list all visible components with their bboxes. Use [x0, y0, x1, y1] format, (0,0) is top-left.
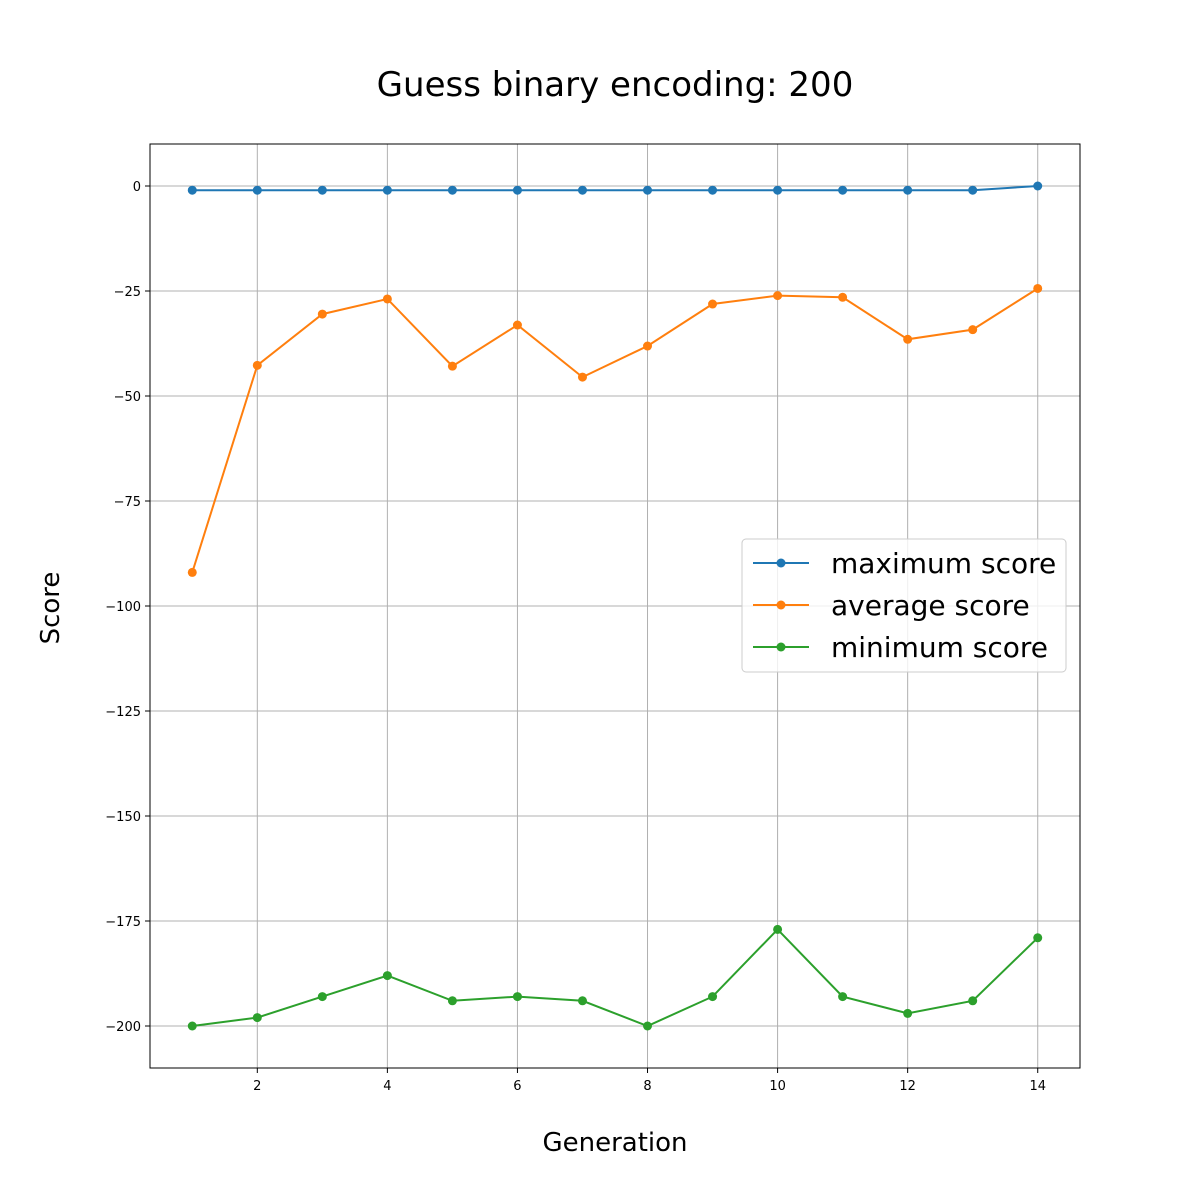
y-tick-label: −150	[105, 810, 141, 825]
y-tick-label: −25	[114, 285, 141, 300]
data-point	[903, 1008, 913, 1018]
series-line	[191, 287, 1039, 573]
data-point	[773, 185, 783, 195]
data-point	[317, 309, 327, 319]
series-average-score	[187, 283, 1043, 577]
data-point	[1033, 933, 1043, 943]
y-tick-label: −100	[105, 600, 141, 615]
data-point	[968, 325, 978, 335]
x-tick-label: 6	[513, 1079, 521, 1094]
x-axis-ticks: 2 4 6 8 10 12 14	[253, 1068, 1046, 1094]
data-point	[447, 185, 457, 195]
data-point	[447, 361, 457, 371]
data-point	[512, 185, 522, 195]
y-axis-ticks: 0 −25 −50 −75 −100 −125 −150 −175 −200	[105, 180, 150, 1035]
data-point	[577, 372, 587, 382]
data-point	[903, 334, 913, 344]
legend: maximum score average score minimum score	[741, 538, 1067, 673]
data-point	[708, 992, 718, 1002]
x-tick-label: 4	[383, 1079, 391, 1094]
data-point	[968, 996, 978, 1006]
data-point	[382, 294, 392, 304]
y-axis-label: Score	[36, 572, 66, 645]
chart-title: Guess binary encoding: 200	[377, 65, 854, 105]
data-point	[838, 185, 848, 195]
y-tick-label: −175	[105, 915, 141, 930]
data-point	[512, 992, 522, 1002]
data-point	[252, 1013, 262, 1023]
data-point	[512, 320, 522, 330]
data-point	[577, 185, 587, 195]
legend-entry: average score	[753, 589, 1030, 622]
data-point	[252, 185, 262, 195]
x-tick-label: 2	[253, 1079, 261, 1094]
data-point	[773, 924, 783, 934]
data-point	[382, 185, 392, 195]
y-tick-label: −50	[114, 390, 141, 405]
x-axis-label: Generation	[542, 1128, 687, 1158]
data-point	[382, 971, 392, 981]
legend-label: maximum score	[831, 547, 1056, 580]
data-point	[838, 292, 848, 302]
series-maximum-score	[187, 181, 1043, 195]
data-point	[1033, 181, 1043, 191]
y-tick-label: −125	[105, 705, 141, 720]
x-tick-label: 8	[643, 1079, 651, 1094]
data-point	[968, 185, 978, 195]
data-point	[643, 185, 653, 195]
legend-box	[741, 538, 1067, 673]
legend-label: average score	[831, 589, 1030, 622]
y-tick-label: 0	[133, 180, 141, 195]
data-point	[187, 1021, 197, 1031]
data-point	[903, 185, 913, 195]
data-point	[252, 360, 262, 370]
plot-series	[187, 181, 1043, 1031]
data-point	[187, 185, 197, 195]
x-tick-label: 10	[769, 1079, 786, 1094]
legend-label: minimum score	[831, 631, 1048, 664]
data-point	[187, 567, 197, 577]
data-point	[317, 992, 327, 1002]
data-point	[773, 291, 783, 301]
data-point	[708, 299, 718, 309]
legend-entries: maximum score average score minimum score	[753, 547, 1056, 664]
data-point	[1033, 283, 1043, 293]
data-point	[708, 185, 718, 195]
data-point	[643, 341, 653, 351]
series-line	[192, 185, 1038, 192]
data-point	[577, 996, 587, 1006]
x-tick-label: 12	[899, 1079, 916, 1094]
y-tick-label: −200	[105, 1020, 141, 1035]
legend-swatch-marker	[776, 600, 786, 610]
legend-entry: minimum score	[753, 631, 1048, 664]
series-minimum-score	[187, 924, 1043, 1031]
data-point	[317, 185, 327, 195]
legend-swatch-marker	[776, 642, 786, 652]
legend-entry: maximum score	[753, 547, 1056, 580]
series-line	[192, 927, 1039, 1028]
x-tick-label: 14	[1029, 1079, 1046, 1094]
legend-swatch-marker	[776, 558, 786, 568]
data-point	[838, 992, 848, 1002]
data-point	[643, 1021, 653, 1031]
y-tick-label: −75	[114, 495, 141, 510]
data-point	[447, 996, 457, 1006]
